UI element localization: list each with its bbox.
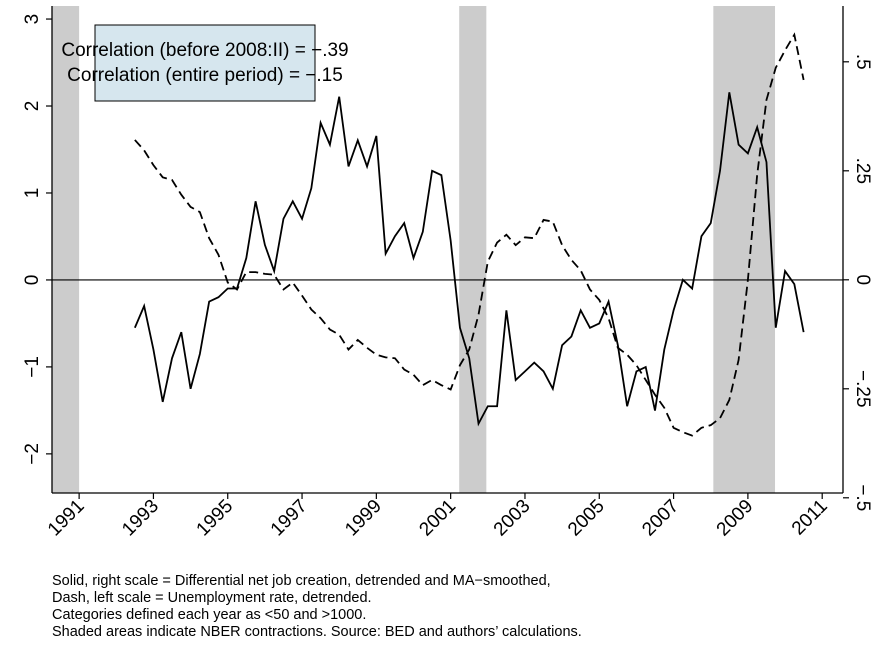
annotation-box — [94, 24, 316, 102]
x-tick-label: 2001 — [415, 496, 460, 541]
y2-tick-label: −.25 — [852, 370, 873, 408]
x-tick-label: 2005 — [564, 496, 609, 541]
note: Solid, right scale = Differential net jo… — [52, 573, 551, 589]
annotation: Correlation (before 2008:II) = −.39 — [61, 40, 348, 61]
y-tick-label: −2 — [22, 443, 43, 465]
annotation: Correlation (entire period) = −.15 — [67, 65, 343, 86]
dashed-line — [134, 32, 805, 437]
y2-tick-label: .5 — [852, 54, 873, 70]
solid-line — [134, 92, 805, 427]
note: Categories defined each year as <50 and … — [52, 607, 366, 623]
y2-tick-label: −.5 — [852, 484, 873, 511]
note: Dash, left scale = Unemployment rate, de… — [52, 590, 372, 606]
recession-band — [713, 6, 776, 493]
x-tick-label: 1999 — [341, 496, 386, 541]
y2-tick-label: 0 — [852, 275, 873, 286]
y-tick-label: 0 — [22, 275, 43, 286]
recession-band — [52, 6, 80, 493]
plot-area — [52, 6, 776, 493]
y2-tick-label: .25 — [852, 158, 873, 184]
recession-band — [459, 6, 487, 493]
note: Shaded areas indicate NBER contractions.… — [52, 624, 582, 640]
x-tick-label: 1993 — [118, 496, 163, 541]
y-tick-label: 1 — [22, 188, 43, 199]
x-tick-label: 2003 — [490, 496, 535, 541]
x-tick-label: 2009 — [713, 496, 758, 541]
x-tick-label: 2011 — [788, 496, 832, 540]
x-tick-label: 1995 — [193, 496, 238, 541]
x-tick-label: 1991 — [44, 496, 89, 541]
x-tick-label: 1997 — [267, 496, 312, 541]
y-tick-label: 3 — [22, 14, 43, 25]
x-tick-label: 2007 — [638, 496, 683, 541]
y-tick-label: −1 — [22, 356, 43, 378]
y-tick-label: 2 — [22, 101, 43, 112]
